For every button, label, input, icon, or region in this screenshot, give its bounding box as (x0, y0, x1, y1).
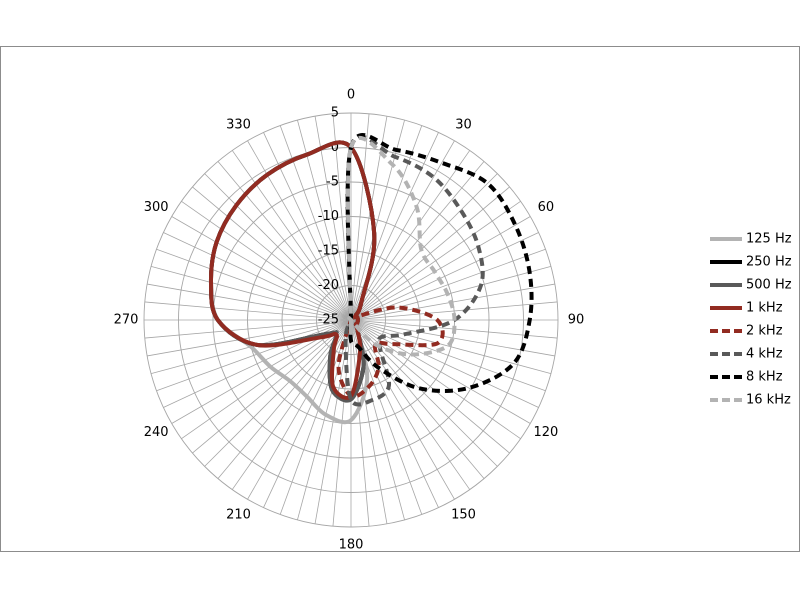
r-tick-label: -5 (326, 175, 339, 190)
theta-tick-label: 330 (226, 118, 251, 133)
chart-frame (0, 46, 800, 552)
r-tick-label: 0 (331, 140, 339, 155)
r-tick-label: -25 (318, 313, 339, 328)
theta-tick-label: 0 (347, 88, 355, 103)
series-line (345, 133, 534, 393)
theta-tick-label: 60 (538, 200, 555, 215)
series-line (345, 135, 457, 357)
radial-grid-circle (143, 112, 559, 528)
theta-tick-label: 150 (451, 507, 476, 522)
theta-tick-label: 30 (455, 118, 472, 133)
r-tick-label: -15 (318, 244, 339, 259)
legend-label: 250 Hz (746, 255, 792, 270)
legend-label: 16 kHz (746, 393, 791, 408)
legend-label: 2 kHz (746, 324, 783, 339)
theta-tick-label: 270 (114, 313, 139, 328)
theta-tick-label: 120 (533, 425, 558, 440)
legend-label: 1 kHz (746, 301, 783, 316)
radial-grid-circle (281, 250, 421, 390)
theta-tick-label: 90 (568, 313, 585, 328)
legend-label: 500 Hz (746, 278, 792, 293)
legend-label: 4 kHz (746, 347, 783, 362)
r-tick-label: -10 (318, 209, 339, 224)
theta-tick-label: 180 (339, 538, 364, 553)
radial-grid-circle (212, 181, 490, 459)
r-tick-label: 5 (331, 106, 339, 121)
theta-tick-label: 240 (144, 425, 169, 440)
theta-tick-label: 210 (226, 507, 251, 522)
theta-tick-label: 300 (144, 200, 169, 215)
legend-label: 125 Hz (746, 232, 792, 247)
r-tick-label: -20 (318, 278, 339, 293)
legend-label: 8 kHz (746, 370, 783, 385)
